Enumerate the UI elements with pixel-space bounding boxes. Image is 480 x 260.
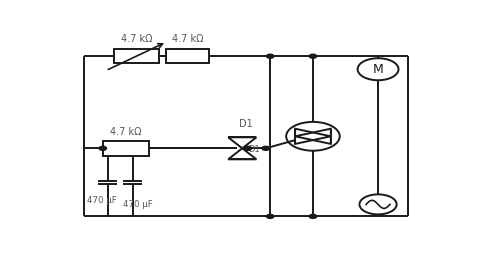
Text: 4.7 kΩ: 4.7 kΩ [172, 34, 203, 44]
Text: D1: D1 [248, 145, 260, 154]
Bar [103, 141, 149, 155]
Circle shape [266, 214, 274, 218]
Text: 4.7 kΩ: 4.7 kΩ [110, 127, 142, 137]
Circle shape [309, 54, 317, 58]
Circle shape [244, 146, 252, 150]
Circle shape [309, 214, 317, 218]
Circle shape [99, 146, 107, 150]
Text: 4.7 kΩ: 4.7 kΩ [120, 34, 152, 44]
Circle shape [262, 146, 269, 150]
Text: 470 μF: 470 μF [87, 196, 117, 205]
Text: M: M [372, 63, 384, 76]
Text: D1: D1 [239, 119, 253, 129]
Text: 470 μF: 470 μF [123, 200, 153, 209]
Bar [114, 49, 158, 63]
Circle shape [266, 54, 274, 58]
Bar [166, 49, 209, 63]
